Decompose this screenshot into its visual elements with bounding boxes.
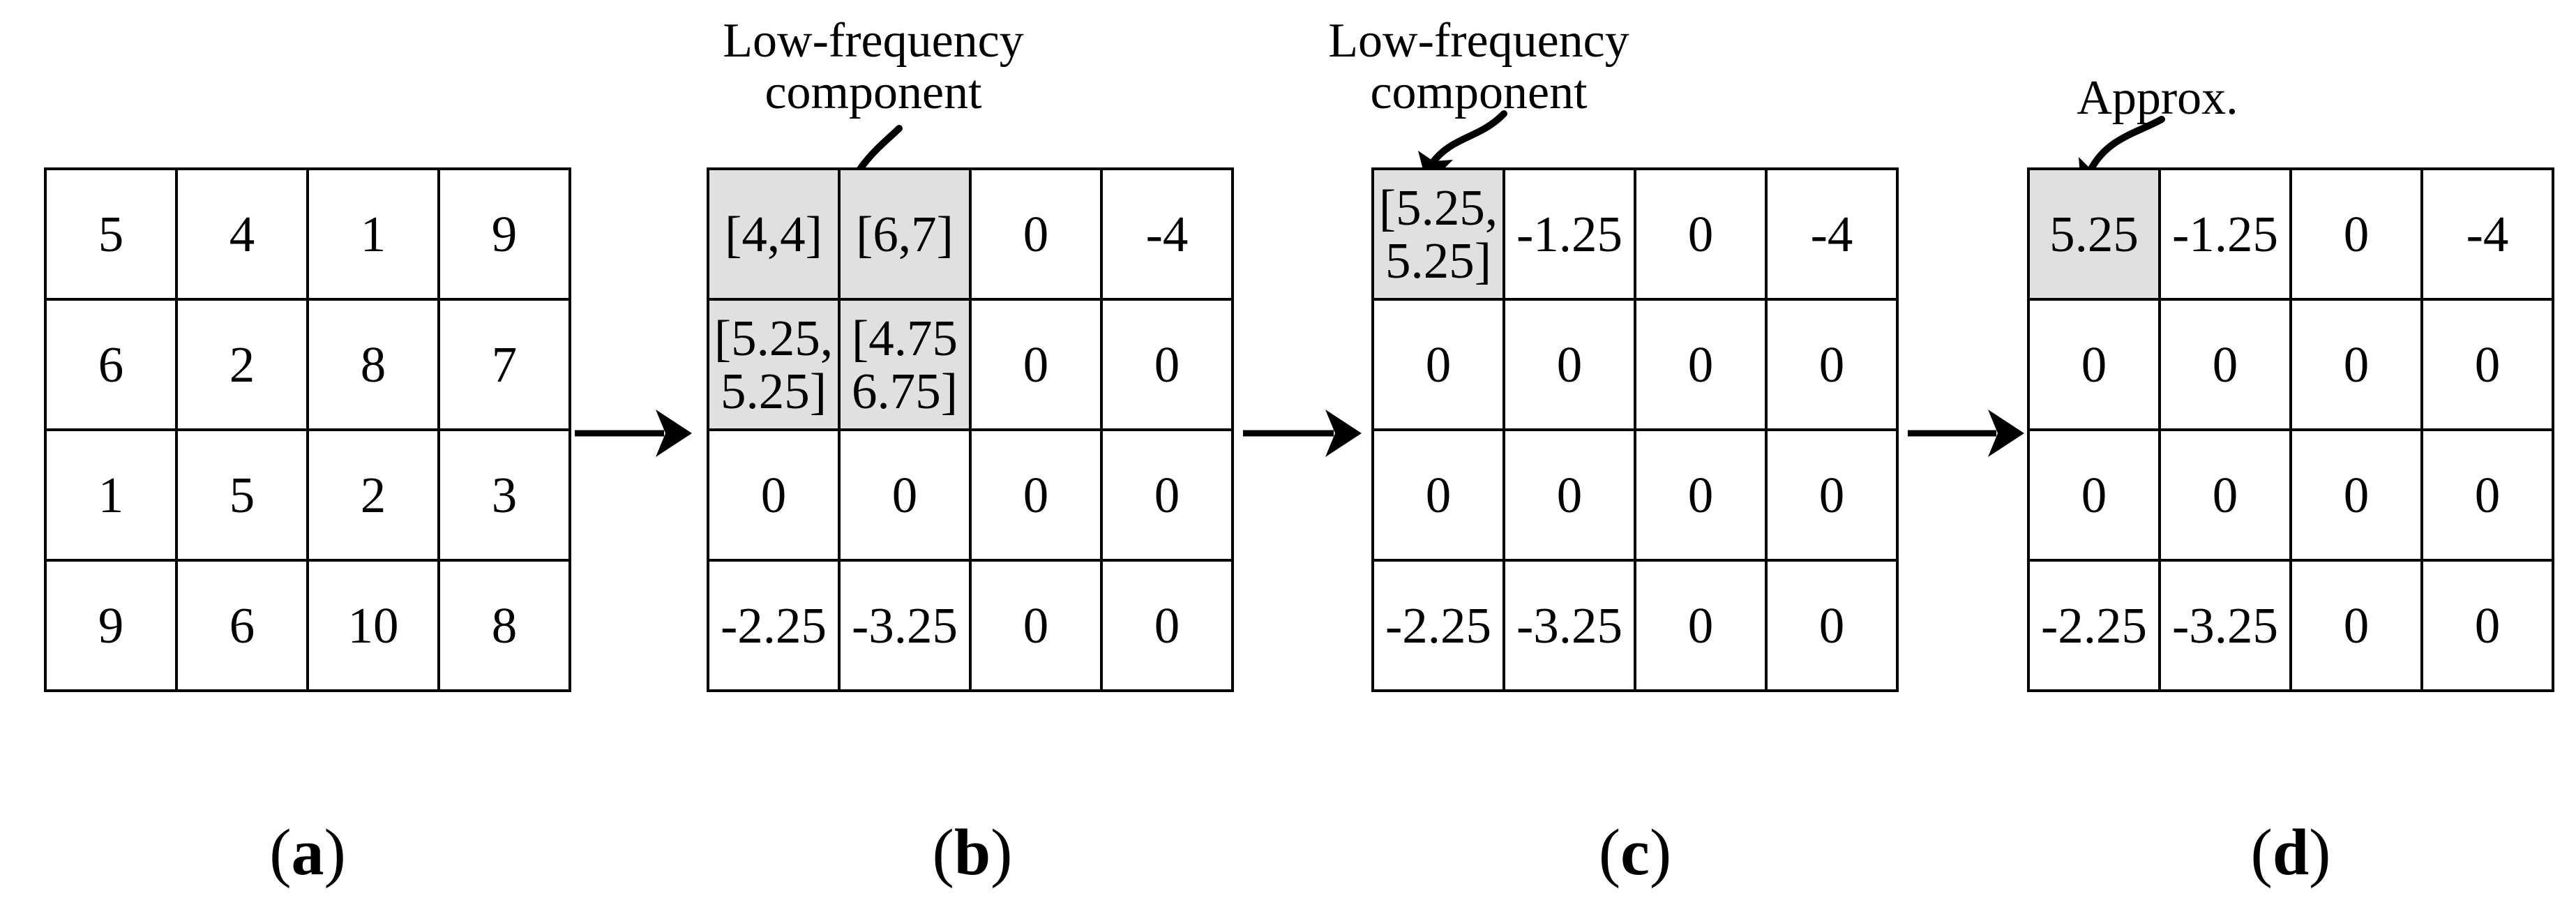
caption-a: (a) [203,818,412,887]
annotation-low-frequency-c: Low-frequency component [1328,15,1629,119]
matrix-d-cell-r2c1: 0 [2030,301,2158,428]
matrix-a-cell-r3c2: 5 [178,431,306,559]
caption-paren: ( [269,816,292,889]
matrix-c-cell-r2c2: 0 [1505,301,1634,428]
matrix-c-cell-r2c3: 0 [1636,301,1765,428]
matrix-b-cell-r3c2: 0 [841,431,969,559]
matrix-c-cell-r4c2: -3.25 [1505,562,1634,689]
caption-paren: ( [2250,816,2273,889]
caption-c: (c) [1530,818,1740,887]
matrix-a-cell-r1c1: 5 [47,170,175,298]
caption-letter: d [2272,816,2310,889]
flow-arrow-a-b [575,410,692,457]
matrix-c: [5.25, 5.25] -1.25 0 -4 0 0 0 0 0 0 0 0 -2.25 -3.25 0 0 [1371,167,1899,692]
matrix-b-cell-r4c2: -3.25 [841,562,969,689]
caption-paren: ) [324,816,346,889]
matrix-d-cell-r4c3: 0 [2292,562,2420,689]
matrix-c-cell-r2c4: 0 [1768,301,1896,428]
matrix-d-cell-r4c4: 0 [2423,562,2552,689]
matrix-a-cell-r1c4: 9 [440,170,568,298]
annotation-low-frequency-b: Low-frequency component [723,15,1023,119]
matrix-c-cell-r2c1: 0 [1374,301,1502,428]
annotation-line: component [1370,66,1588,119]
matrix-d: 5.25 -1.25 0 -4 0 0 0 0 0 0 0 0 -2.25 -3.25 0 0 [2027,167,2554,692]
matrix-c-cell-r1c1: [5.25, 5.25] [1374,170,1502,298]
caption-letter: b [954,816,991,889]
caption-paren: ( [932,816,954,889]
matrix-b-cell-r4c1: -2.25 [709,562,838,689]
matrix-d-cell-r2c2: 0 [2161,301,2289,428]
caption-letter: c [1620,816,1650,889]
matrix-b-cell-r3c4: 0 [1103,431,1231,559]
matrix-a-cell-r3c3: 2 [309,431,437,559]
matrix-b-cell-r1c3: 0 [972,170,1100,298]
matrix-a-cell-r2c4: 7 [440,301,568,428]
matrix-d-cell-r3c4: 0 [2423,431,2552,559]
matrix-c-cell-r3c1: 0 [1374,431,1502,559]
matrix-c-cell-r1c4: -4 [1768,170,1896,298]
matrix-b-cell-r2c1: [5.25, 5.25] [709,301,838,428]
matrix-b-cell-r3c1: 0 [709,431,838,559]
caption-paren: ) [1649,816,1672,889]
caption-letter: a [291,816,324,889]
matrix-d-cell-r4c1: -2.25 [2030,562,2158,689]
matrix-b-cell-r2c2: [4.75 6.75] [841,301,969,428]
matrix-c-cell-r3c4: 0 [1768,431,1896,559]
matrix-b-cell-r1c1: [4,4] [709,170,838,298]
matrix-a-cell-r1c3: 1 [309,170,437,298]
annotation-line: Low-frequency [723,14,1024,68]
matrix-d-cell-r3c1: 0 [2030,431,2158,559]
matrix-c-cell-r3c3: 0 [1636,431,1765,559]
matrix-d-cell-r3c2: 0 [2161,431,2289,559]
matrix-a-cell-r1c2: 4 [178,170,306,298]
matrix-b-cell-r1c2: [6,7] [841,170,969,298]
matrix-c-cell-r3c2: 0 [1505,431,1634,559]
flow-arrow-b-c [1243,410,1362,457]
caption-paren: ) [2309,816,2331,889]
matrix-d-cell-r2c4: 0 [2423,301,2552,428]
flow-arrow-c-d [1908,410,2024,457]
matrix-b-cell-r2c4: 0 [1103,301,1231,428]
matrix-d-cell-r1c3: 0 [2292,170,2420,298]
matrix-d-cell-r3c3: 0 [2292,431,2420,559]
matrix-a-cell-r4c3: 10 [309,562,437,689]
matrix-a-cell-r2c2: 2 [178,301,306,428]
matrix-c-cell-r4c4: 0 [1768,562,1896,689]
matrix-d-cell-r2c3: 0 [2292,301,2420,428]
matrix-a: 5 4 1 9 6 2 8 7 1 5 2 3 9 6 10 8 [44,167,571,692]
matrix-b-cell-r1c4: -4 [1103,170,1231,298]
matrix-a-cell-r3c4: 3 [440,431,568,559]
matrix-a-cell-r4c2: 6 [178,562,306,689]
matrix-a-cell-r2c3: 8 [309,301,437,428]
matrix-d-cell-r1c4: -4 [2423,170,2552,298]
caption-paren: ) [991,816,1013,889]
matrix-a-cell-r4c4: 8 [440,562,568,689]
matrix-b-cell-r4c4: 0 [1103,562,1231,689]
annotation-approx-d: Approx. [2077,73,2238,124]
matrix-b: [4,4] [6,7] 0 -4 [5.25, 5.25] [4.75 6.75] 0 0 0 0… [707,167,1234,692]
matrix-b-cell-r3c3: 0 [972,431,1100,559]
matrix-d-cell-r4c2: -3.25 [2161,562,2289,689]
annotation-line: Low-frequency [1328,14,1629,68]
matrix-c-cell-r4c3: 0 [1636,562,1765,689]
caption-paren: ( [1598,816,1621,889]
annotation-line: component [764,66,982,119]
caption-b: (b) [868,818,1077,887]
matrix-d-cell-r1c2: -1.25 [2161,170,2289,298]
matrix-c-cell-r1c3: 0 [1636,170,1765,298]
matrix-c-cell-r1c2: -1.25 [1505,170,1634,298]
matrix-b-cell-r4c3: 0 [972,562,1100,689]
matrix-a-cell-r2c1: 6 [47,301,175,428]
matrix-a-cell-r3c1: 1 [47,431,175,559]
matrix-b-cell-r2c3: 0 [972,301,1100,428]
matrix-a-cell-r4c1: 9 [47,562,175,689]
matrix-c-cell-r4c1: -2.25 [1374,562,1502,689]
matrix-d-cell-r1c1: 5.25 [2030,170,2158,298]
annotation-line: Approx. [2077,71,2238,125]
caption-d: (d) [2186,818,2395,887]
